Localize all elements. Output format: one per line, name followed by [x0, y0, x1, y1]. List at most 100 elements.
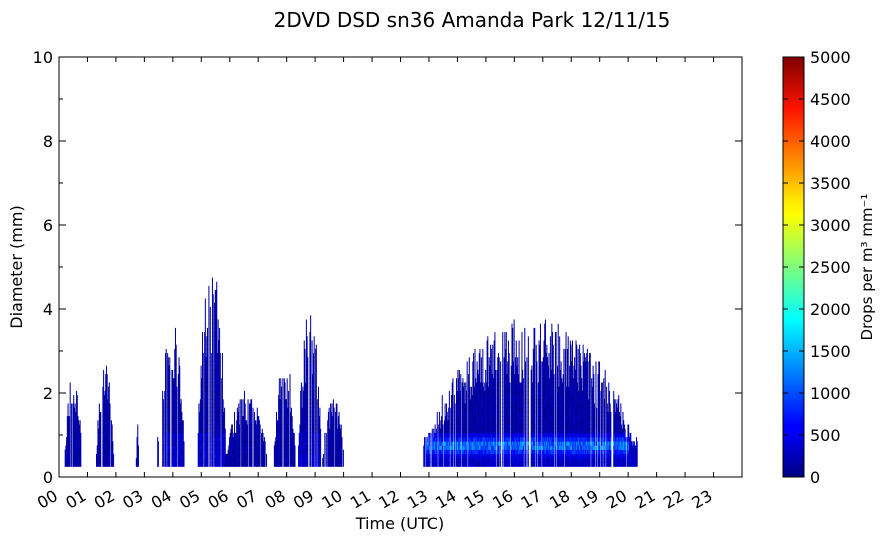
heatmap-cell	[436, 453, 438, 459]
heatmap-cell	[439, 432, 441, 438]
heatmap-cell	[303, 344, 305, 350]
heatmap-cell	[477, 378, 479, 383]
heatmap-cell	[263, 458, 265, 463]
heatmap-cell	[100, 453, 102, 459]
heatmap-cell	[202, 420, 204, 425]
heatmap-cell	[208, 437, 210, 442]
heatmap-cell	[317, 453, 319, 459]
heatmap-cell	[450, 453, 452, 459]
heatmap-cell	[253, 428, 255, 434]
heatmap-cell	[303, 386, 305, 392]
heatmap-cell	[463, 458, 465, 463]
heatmap-cell	[306, 353, 308, 358]
heatmap-cell	[309, 407, 311, 413]
heatmap-cell	[313, 416, 315, 421]
heatmap-cell	[219, 428, 221, 434]
heatmap-cell	[473, 432, 475, 438]
heatmap-cell	[473, 424, 475, 429]
heatmap-cell	[285, 407, 287, 413]
heatmap-cell	[278, 395, 280, 400]
heatmap-cell	[181, 428, 183, 434]
heatmap-cell	[451, 428, 453, 434]
heatmap-cell	[241, 420, 243, 425]
heatmap-cell	[236, 416, 238, 421]
heatmap-cell	[164, 407, 166, 413]
heatmap-cell	[244, 420, 246, 425]
heatmap-cell	[307, 458, 309, 463]
heatmap-cell	[473, 411, 475, 417]
heatmap-cell	[256, 449, 258, 455]
heatmap-cell	[471, 424, 473, 429]
heatmap-cell	[252, 462, 254, 467]
heatmap-cell	[290, 449, 292, 455]
heatmap-cell	[300, 390, 302, 396]
heatmap-cell	[201, 420, 203, 425]
heatmap-cell	[214, 327, 216, 333]
heatmap-cell	[212, 449, 214, 455]
heatmap-cell	[470, 399, 472, 404]
heatmap-cell	[313, 445, 315, 450]
heatmap-cell	[284, 445, 286, 450]
heatmap-cell	[199, 432, 201, 438]
heatmap-cell	[469, 395, 471, 400]
heatmap-cell	[250, 420, 252, 425]
heatmap-cell	[212, 319, 214, 324]
heatmap-cell	[303, 407, 305, 413]
heatmap-cell	[477, 420, 479, 425]
heatmap-cell	[162, 403, 164, 408]
heatmap-cell	[318, 424, 320, 429]
heatmap-cell	[66, 441, 68, 446]
heatmap-cell	[286, 395, 288, 400]
heatmap-cell	[330, 416, 332, 421]
heatmap-cell	[258, 441, 260, 446]
heatmap-cell	[177, 399, 179, 404]
heatmap-cell	[74, 424, 76, 429]
heatmap-cell	[202, 424, 204, 429]
heatmap-cell	[208, 424, 210, 429]
heatmap-cell	[200, 378, 202, 383]
heatmap-cell	[303, 462, 305, 467]
heatmap-cell	[311, 378, 313, 383]
heatmap-cell	[97, 453, 99, 459]
heatmap-cell	[135, 462, 137, 467]
heatmap-cell	[465, 449, 467, 455]
heatmap-cell	[473, 365, 475, 371]
heatmap-cell	[204, 416, 206, 421]
heatmap-cell	[337, 449, 339, 455]
heatmap-cell	[298, 453, 300, 459]
heatmap-cell	[288, 411, 290, 417]
heatmap-cell	[202, 386, 204, 392]
heatmap-cell	[258, 445, 260, 450]
heatmap-cell	[307, 411, 309, 417]
heatmap-cell	[455, 424, 457, 429]
heatmap-cell	[285, 407, 287, 413]
heatmap-cell	[463, 403, 465, 408]
heatmap-cell	[466, 407, 468, 413]
heatmap-cell	[434, 462, 436, 467]
heatmap-cell	[340, 458, 342, 463]
heatmap-cell	[165, 357, 167, 362]
heatmap-cell	[458, 407, 460, 413]
heatmap-cell	[169, 445, 171, 450]
heatmap-cell	[214, 432, 216, 438]
heatmap-cell	[209, 311, 211, 316]
heatmap-cell	[273, 445, 275, 450]
heatmap-cell	[172, 378, 174, 383]
heatmap-cell	[215, 437, 217, 442]
heatmap-cell	[309, 353, 311, 358]
heatmap-cell	[236, 441, 238, 446]
heatmap-cell	[453, 462, 455, 467]
heatmap-cell	[438, 411, 440, 417]
heatmap-cell	[470, 462, 472, 467]
heatmap-cell	[162, 428, 164, 434]
heatmap-cell	[303, 424, 305, 429]
heatmap-cell	[216, 294, 218, 299]
heatmap-cell	[241, 407, 243, 413]
heatmap-cell	[293, 453, 295, 459]
heatmap-cell	[340, 432, 342, 438]
heatmap-cell	[451, 395, 453, 400]
heatmap-cell	[290, 437, 292, 442]
heatmap-cell	[293, 445, 295, 450]
heatmap-cell	[206, 348, 208, 354]
heatmap-cell	[331, 424, 333, 429]
